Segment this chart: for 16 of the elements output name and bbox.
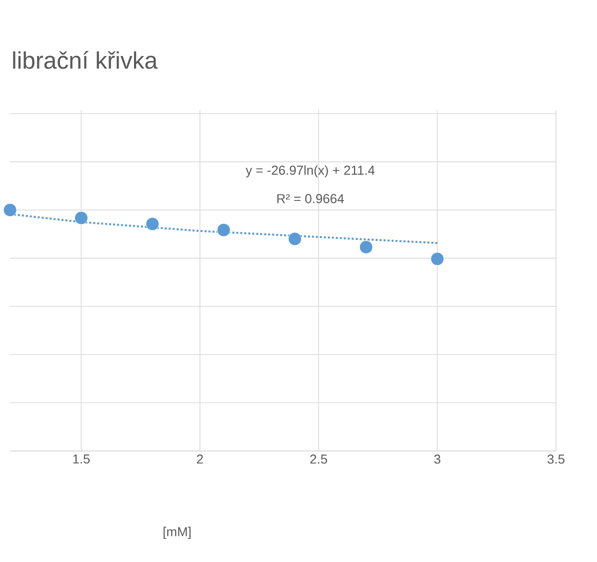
- x-axis-title: [mM]: [164, 526, 191, 539]
- x-tick-label: 3.5: [548, 454, 564, 464]
- point: [430, 252, 444, 266]
- x-tick-label: 3: [434, 454, 440, 464]
- point: [216, 223, 230, 237]
- chart-title: librační křivka: [13, 51, 158, 69]
- point: [288, 232, 302, 246]
- x-tick-label: 2.5: [310, 454, 328, 464]
- point: [359, 240, 373, 254]
- text: y = -26.97ln(x) + 211.4: [246, 165, 375, 178]
- point: [146, 217, 160, 231]
- x-tick-label: 1.5: [73, 454, 90, 464]
- x-tick-label: 2: [196, 454, 203, 464]
- point: [74, 211, 88, 225]
- text: R² = 0.9664: [277, 194, 344, 204]
- point: [3, 203, 17, 217]
